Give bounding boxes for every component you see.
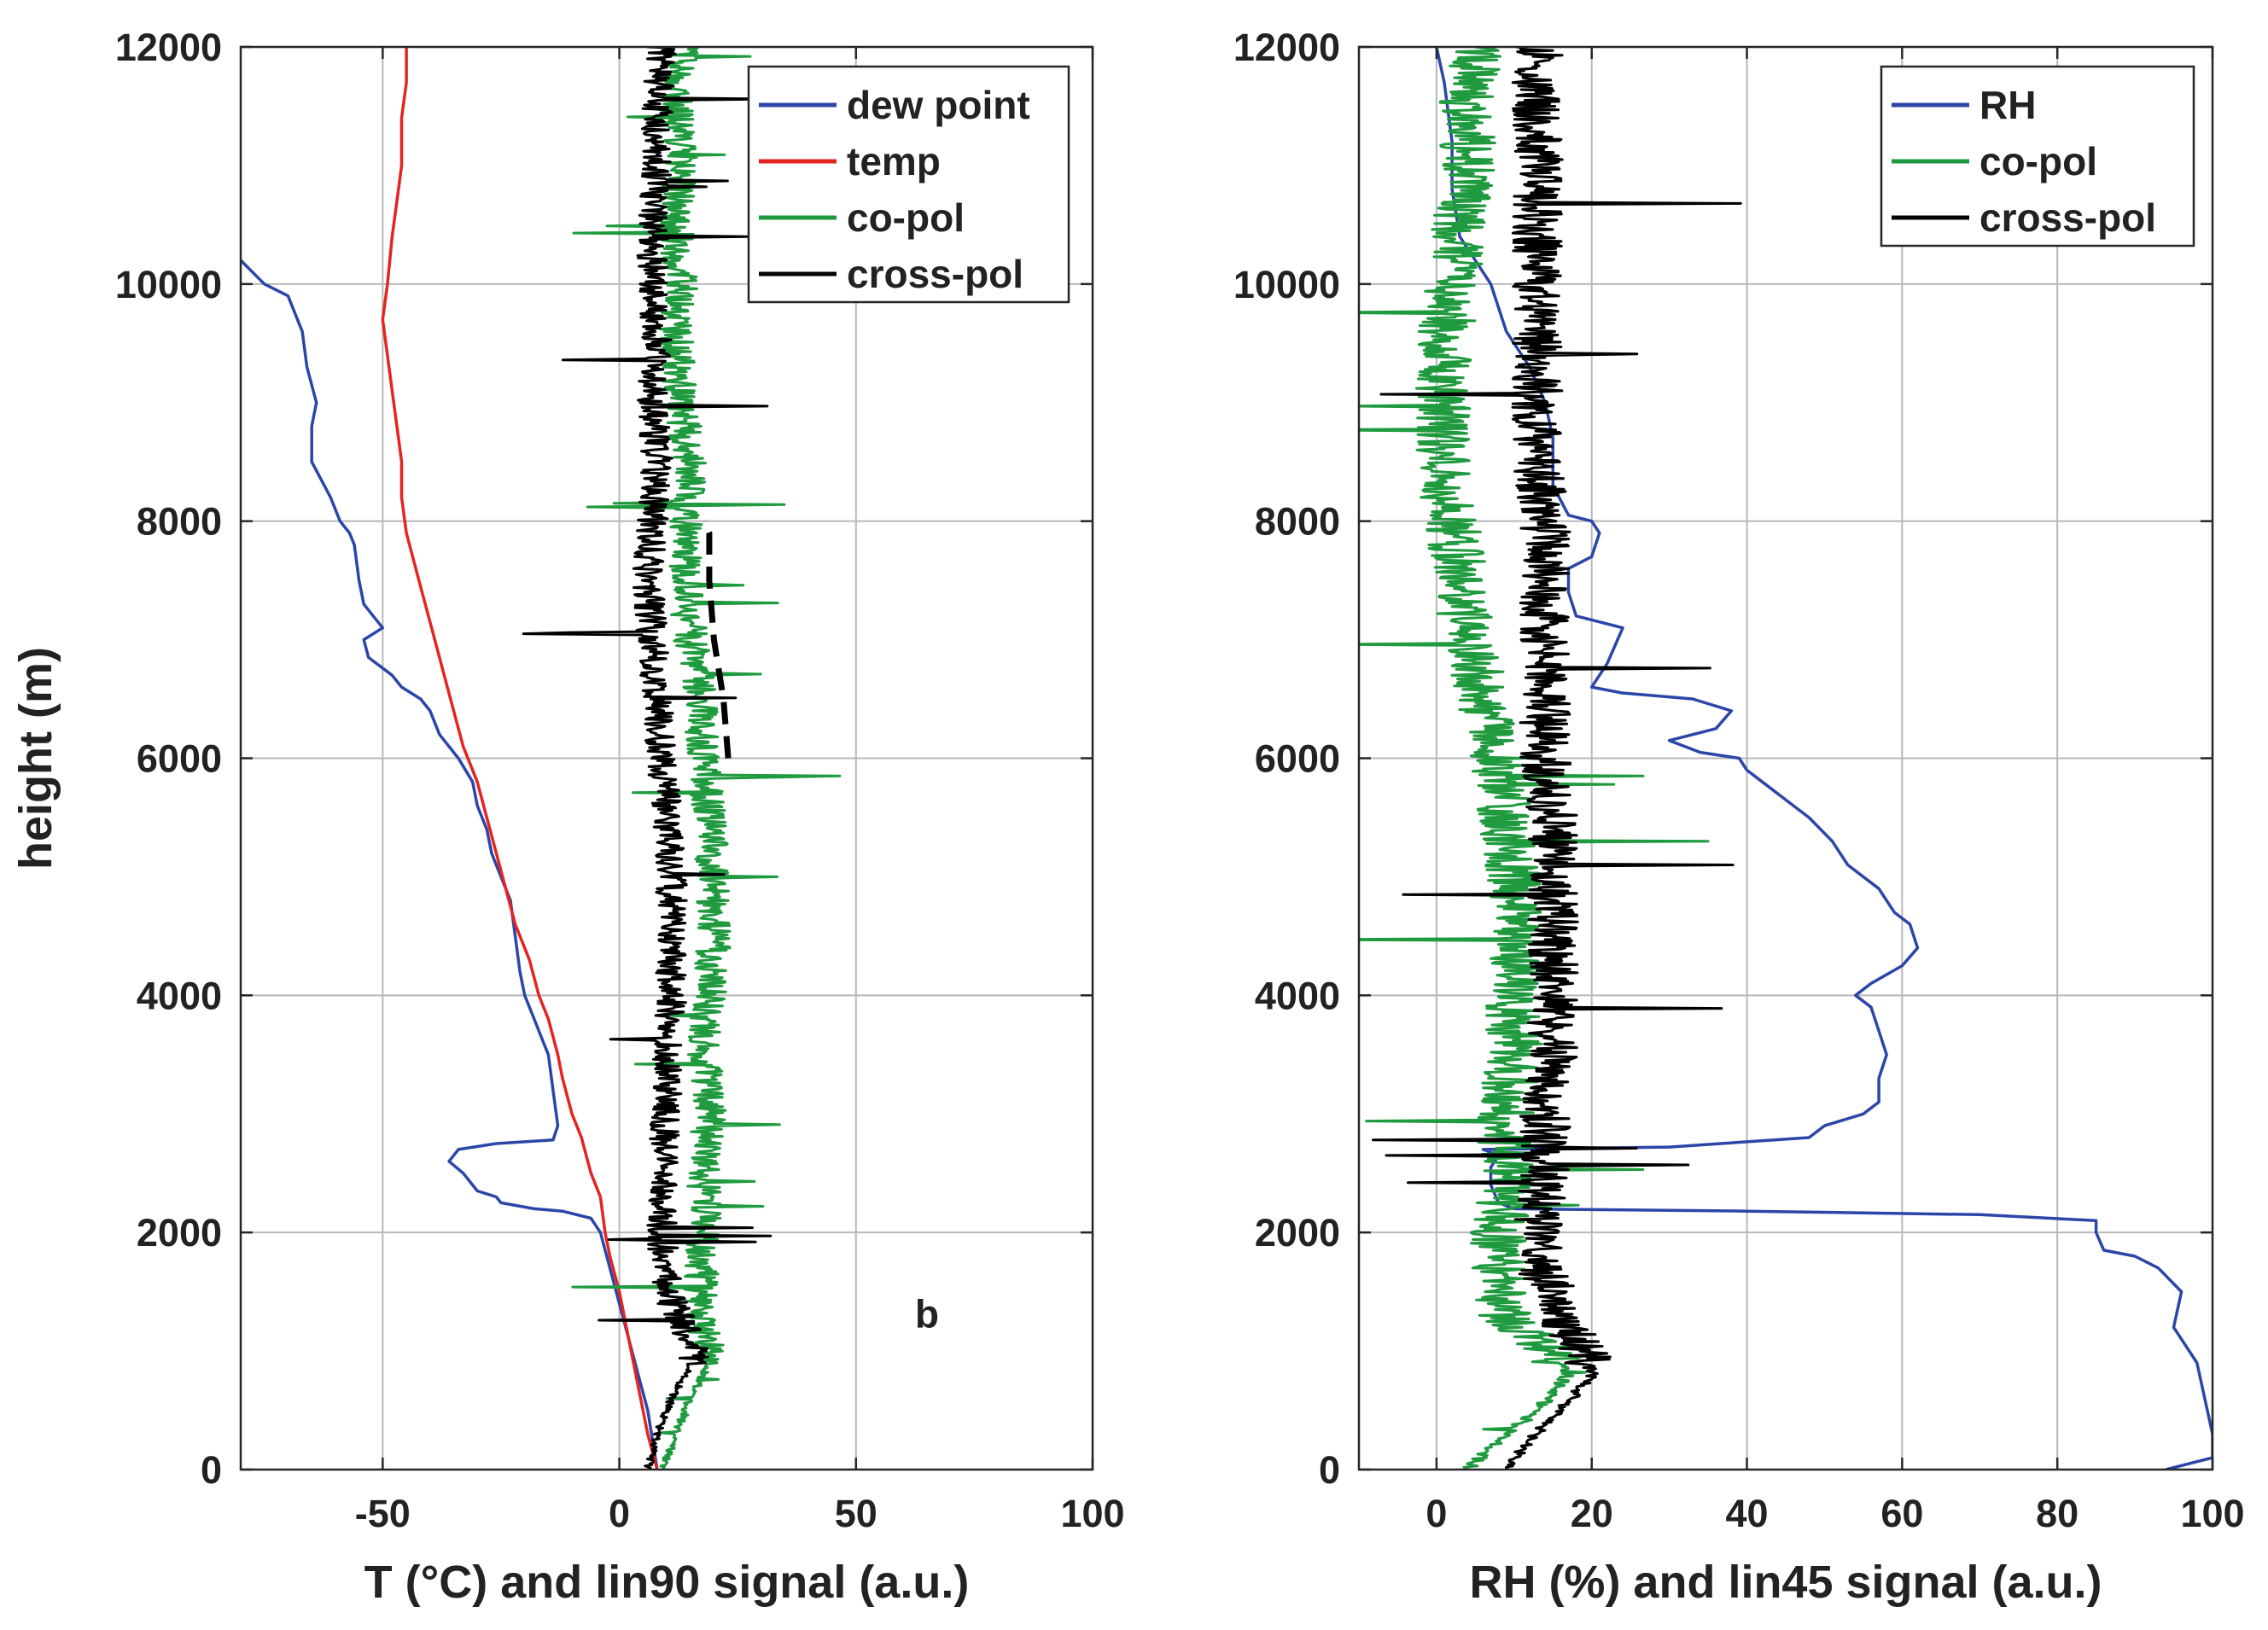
x-tick-label: 50: [835, 1492, 877, 1535]
series-cross-pol-line: [522, 47, 776, 1470]
x-tick-label: -50: [355, 1492, 411, 1535]
series-rh-line: [1435, 47, 2213, 1470]
x-tick-label: 0: [609, 1492, 630, 1535]
legend-label-cross-pol: cross-pol: [1979, 195, 2156, 240]
legend-label-rh: RH: [1979, 83, 2036, 127]
x-tick-label: 80: [2036, 1492, 2079, 1535]
y-tick-label: 6000: [137, 737, 222, 781]
legend: RH co-pol cross-pol: [1880, 65, 2195, 247]
y-tick-label: 8000: [1255, 500, 1340, 544]
y-tick-label: 0: [201, 1448, 222, 1492]
x-tick-label: 100: [2180, 1492, 2244, 1535]
y-tick-label: 0: [1319, 1448, 1340, 1492]
y-tick-label: 8000: [137, 500, 222, 544]
series-cross-pol-line: [1372, 47, 1742, 1470]
x-axis-label: RH (%) and lin45 signal (a.u.): [1469, 1557, 2102, 1608]
y-tick-label: 12000: [115, 26, 222, 69]
x-tick-label: 40: [1726, 1492, 1769, 1535]
x-tick-label: 60: [1880, 1492, 1923, 1535]
x-tick-label: 20: [1571, 1492, 1613, 1535]
legend-label-dew-point: dew point: [847, 83, 1030, 127]
series-group: [1359, 47, 2213, 1470]
panel-annotation: b: [915, 1291, 939, 1336]
y-tick-label: 4000: [137, 974, 222, 1017]
legend-label-cross-pol: cross-pol: [847, 252, 1023, 296]
y-axis-label: height (m): [10, 647, 61, 870]
series-temp-line: [381, 47, 659, 1470]
y-tick-label: 10000: [115, 263, 222, 306]
series-co-pol-line: [571, 47, 842, 1470]
panel-relative-humidity: 0 20 40 60 80 100 0 2000 4000 6000 8000 10000 12000 R…: [1233, 26, 2245, 1608]
legend-label-co-pol: co-pol: [847, 195, 965, 240]
y-tick-label: 2000: [1255, 1211, 1340, 1255]
legend: dew point temp co-pol cross-pol: [747, 65, 1070, 304]
legend-label-co-pol: co-pol: [1979, 139, 2097, 183]
legend-label-temp: temp: [847, 139, 941, 183]
series-group: [241, 47, 842, 1470]
series-fit-line: [702, 520, 732, 759]
y-tick-label: 6000: [1255, 737, 1340, 781]
panel-temperature: -50 0 50 100 0 2000 4000 6000 8000 10000 12000 T (°…: [10, 26, 1125, 1608]
y-tick-label: 2000: [137, 1211, 222, 1255]
x-axis-label: T (°C) and lin90 signal (a.u.): [364, 1557, 970, 1608]
y-tick-label: 4000: [1255, 974, 1340, 1017]
y-tick-label: 10000: [1233, 263, 1340, 306]
y-tick-label: 12000: [1233, 26, 1340, 69]
x-tick-label: 0: [1426, 1492, 1447, 1535]
x-tick-label: 100: [1060, 1492, 1124, 1535]
